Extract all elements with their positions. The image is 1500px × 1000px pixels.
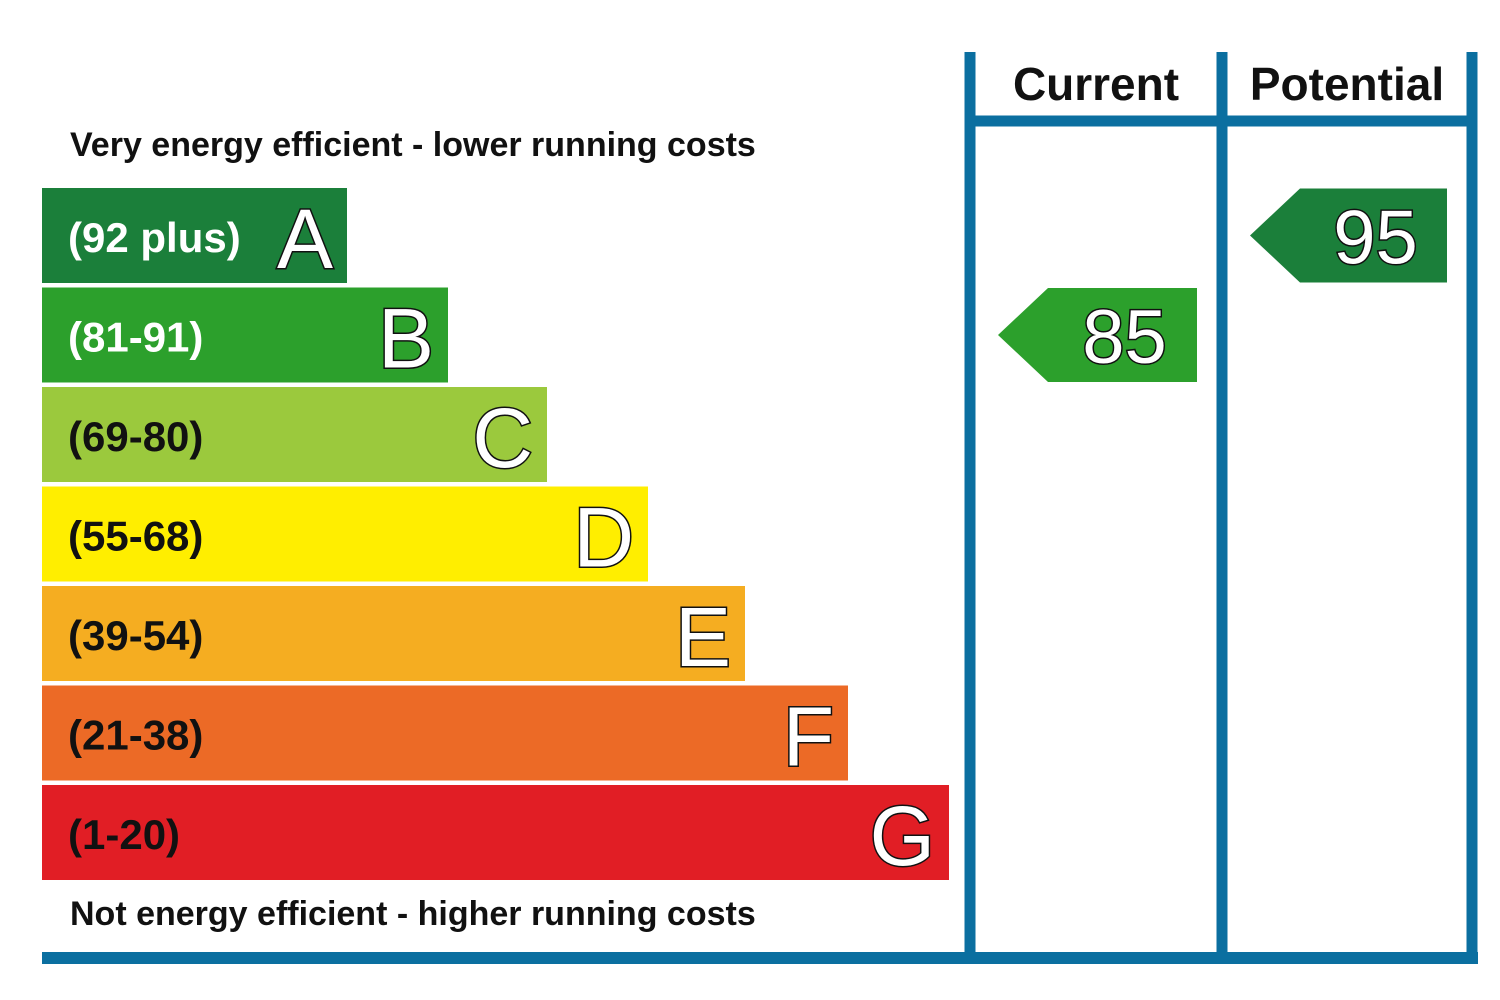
band-letter-d: D [573,491,634,585]
band-letter-f: F [783,690,834,784]
band-f: (21-38) F [42,685,848,785]
arrow-current: 85 [998,288,1197,382]
band-bar-f [42,685,848,781]
band-bar-d [42,486,648,582]
arrow-shape-current [998,288,1197,382]
score-potential: 95 [1333,196,1418,281]
band-range-g: (1-20) [68,811,180,858]
arrow-shape-potential [1250,188,1447,283]
column-header-current: Current [1013,58,1179,110]
band-range-c: (69-80) [68,413,203,460]
rating-columns-frame [42,52,1478,964]
rating-bands: (92 plus) A(81-91) B(69-80) C(55-68) D(39-54… [42,188,949,885]
band-letter-e: E [675,590,731,684]
score-current: 85 [1082,295,1167,380]
band-g: (1-20) G [42,785,949,885]
band-range-d: (55-68) [68,513,203,560]
column-headers: Current Potential [1013,58,1444,110]
band-range-e: (39-54) [68,612,203,659]
band-bar-g [42,785,949,880]
band-letter-b: B [378,292,434,386]
arrow-potential: 95 [1250,188,1447,283]
band-d: (55-68) D [42,486,648,586]
band-letter-g: G [870,789,935,883]
column-header-potential: Potential [1250,58,1444,110]
band-e: (39-54) E [42,586,745,686]
band-c: (69-80) C [42,387,547,487]
bottom-caption: Not energy efficient - higher running co… [70,895,756,933]
band-b: (81-91) B [42,287,448,387]
rating-arrows: 85 95 [998,188,1447,382]
band-bar-c [42,387,547,482]
band-range-f: (21-38) [68,712,203,759]
band-bar-e [42,586,745,681]
band-range-a: (92 plus) [68,214,241,261]
band-bar-a [42,188,347,283]
band-letter-c: C [472,391,533,485]
band-bar-b [42,287,448,383]
band-a: (92 plus) A [42,188,347,288]
band-letter-a: A [277,192,333,286]
top-caption: Very energy efficient - lower running co… [70,126,756,164]
band-range-b: (81-91) [68,314,203,361]
